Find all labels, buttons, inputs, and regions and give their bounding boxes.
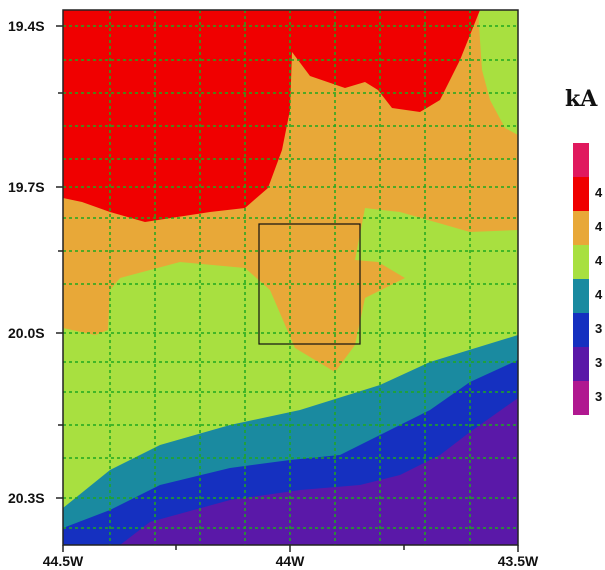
x-label-44w: 44W bbox=[276, 553, 306, 569]
y-label-19-7s: 19.7S bbox=[8, 179, 45, 195]
legend-label: 4 bbox=[595, 185, 603, 200]
x-label-43-5w: 43.5W bbox=[498, 553, 539, 569]
legend-label: 3 bbox=[595, 389, 602, 404]
legend-swatch bbox=[573, 347, 589, 381]
y-label-19-4s: 19.4S bbox=[8, 18, 45, 34]
legend-swatch bbox=[573, 381, 589, 415]
legend-label: 4 bbox=[595, 287, 603, 302]
y-axis-ticks bbox=[56, 25, 63, 499]
legend: 4 4 4 4 3 3 3 bbox=[573, 143, 603, 415]
region-purple bbox=[120, 398, 518, 545]
legend-swatch bbox=[573, 245, 589, 279]
legend-swatch bbox=[573, 313, 589, 347]
legend-swatch bbox=[573, 279, 589, 313]
legend-swatch bbox=[573, 143, 589, 177]
y-label-20-3s: 20.3S bbox=[8, 490, 45, 506]
legend-label: 3 bbox=[595, 321, 602, 336]
x-axis-ticks bbox=[62, 545, 519, 552]
region-red bbox=[63, 10, 480, 222]
legend-label: 3 bbox=[595, 355, 602, 370]
y-label-20-0s: 20.0S bbox=[8, 325, 45, 341]
map-grid bbox=[63, 10, 518, 545]
legend-swatch bbox=[573, 211, 589, 245]
legend-swatch bbox=[573, 177, 589, 211]
region-green-notch bbox=[478, 10, 518, 135]
study-area-box bbox=[258, 223, 361, 345]
map-area bbox=[63, 10, 518, 545]
legend-unit: kA bbox=[565, 86, 598, 112]
legend-label: 4 bbox=[595, 219, 603, 234]
x-label-44-5w: 44.5W bbox=[43, 553, 84, 569]
legend-label: 4 bbox=[595, 253, 603, 268]
